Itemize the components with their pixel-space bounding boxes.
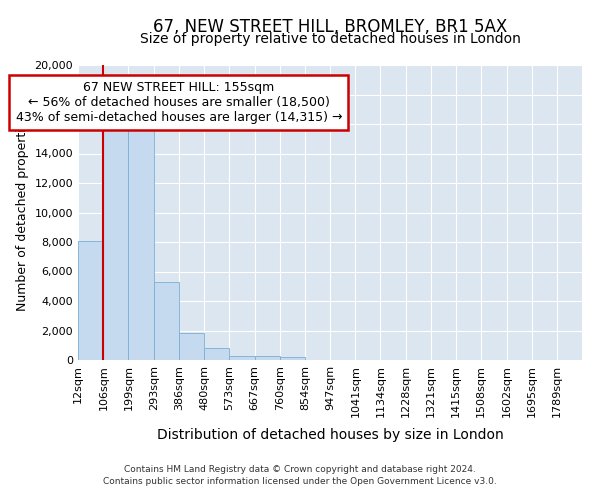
Bar xyxy=(179,334,204,360)
X-axis label: Distribution of detached houses by size in London: Distribution of detached houses by size … xyxy=(157,428,503,442)
Bar xyxy=(280,357,305,360)
Text: Contains HM Land Registry data © Crown copyright and database right 2024.: Contains HM Land Registry data © Crown c… xyxy=(124,465,476,474)
Y-axis label: Number of detached properties: Number of detached properties xyxy=(16,114,29,311)
Text: Contains public sector information licensed under the Open Government Licence v3: Contains public sector information licen… xyxy=(103,478,497,486)
Bar xyxy=(254,356,280,360)
Text: 67, NEW STREET HILL, BROMLEY, BR1 5AX: 67, NEW STREET HILL, BROMLEY, BR1 5AX xyxy=(153,18,507,36)
Text: Size of property relative to detached houses in London: Size of property relative to detached ho… xyxy=(140,32,520,46)
Bar xyxy=(229,356,254,360)
Bar xyxy=(128,116,154,360)
Bar xyxy=(103,116,128,360)
Bar xyxy=(154,282,179,360)
Bar xyxy=(204,348,229,360)
Text: 67 NEW STREET HILL: 155sqm
← 56% of detached houses are smaller (18,500)
43% of : 67 NEW STREET HILL: 155sqm ← 56% of deta… xyxy=(16,81,342,124)
Bar xyxy=(78,240,103,360)
